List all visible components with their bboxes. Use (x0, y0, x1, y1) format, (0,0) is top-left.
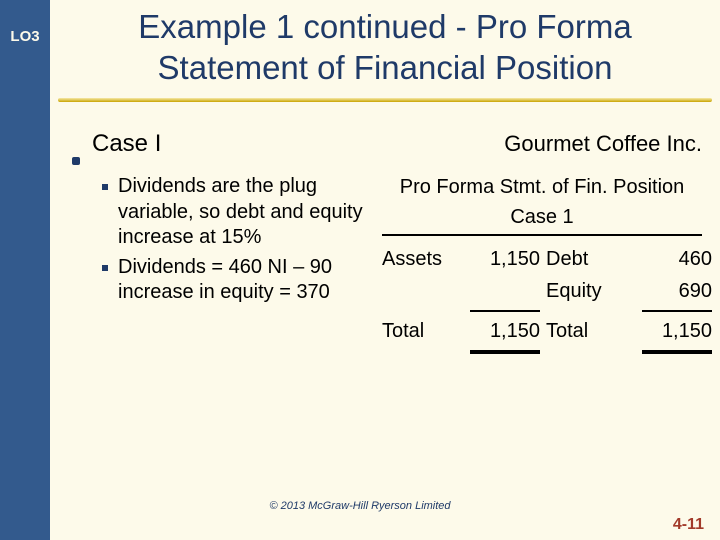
company-name: Gourmet Coffee Inc. (504, 131, 702, 157)
bs-value: 690 (642, 278, 712, 304)
bullet-icon (72, 157, 80, 165)
bs-label: Total (382, 318, 464, 344)
bullet-icon (102, 265, 108, 271)
balance-sheet-block: Pro Forma Stmt. of Fin. Position Case 1 … (382, 174, 702, 354)
bs-value: 1,150 (642, 318, 712, 344)
bs-value (470, 278, 540, 304)
bullet-text: Dividends = 460 NI – 90 increase in equi… (118, 255, 382, 306)
copyright: © 2013 McGraw-Hill Ryerson Limited (0, 500, 720, 512)
bullet-icon (102, 184, 108, 190)
bs-subtitle-1: Pro Forma Stmt. of Fin. Position (382, 174, 702, 200)
bs-value: 460 (642, 246, 712, 272)
bs-label: Debt (546, 246, 636, 272)
case-row: Case I Gourmet Coffee Inc. (72, 130, 702, 158)
list-item: Dividends = 460 NI – 90 increase in equi… (102, 255, 382, 306)
bullet-text: Dividends are the plug variable, so debt… (118, 174, 382, 251)
bs-label: Assets (382, 246, 464, 272)
case-label: Case I (92, 130, 161, 158)
side-stripe (0, 0, 50, 540)
bs-value: 1,150 (470, 318, 540, 344)
divider (382, 234, 702, 236)
balance-sheet-grid: Assets 1,150 Debt 460 Equity 690 Total 1… (382, 246, 702, 354)
double-rule (642, 350, 712, 354)
title-line-1: Example 1 continued - Pro Forma (138, 8, 631, 45)
content-area: Case I Gourmet Coffee Inc. Dividends are… (72, 130, 702, 354)
double-rule (470, 350, 540, 354)
bs-subtitle-2: Case 1 (382, 204, 702, 230)
bs-label (382, 278, 464, 304)
bullet-list: Dividends are the plug variable, so debt… (72, 174, 382, 310)
bs-value: 1,150 (470, 246, 540, 272)
slide-title: Example 1 continued - Pro Forma Statemen… (58, 6, 712, 89)
learning-objective-badge: LO3 (0, 28, 50, 45)
title-underline (58, 98, 712, 102)
slide-number: 4-11 (673, 516, 704, 534)
title-line-2: Statement of Financial Position (158, 49, 613, 86)
divider (642, 310, 712, 312)
bs-label: Equity (546, 278, 636, 304)
divider (470, 310, 540, 312)
list-item: Dividends are the plug variable, so debt… (102, 174, 382, 251)
bs-label: Total (546, 318, 636, 344)
